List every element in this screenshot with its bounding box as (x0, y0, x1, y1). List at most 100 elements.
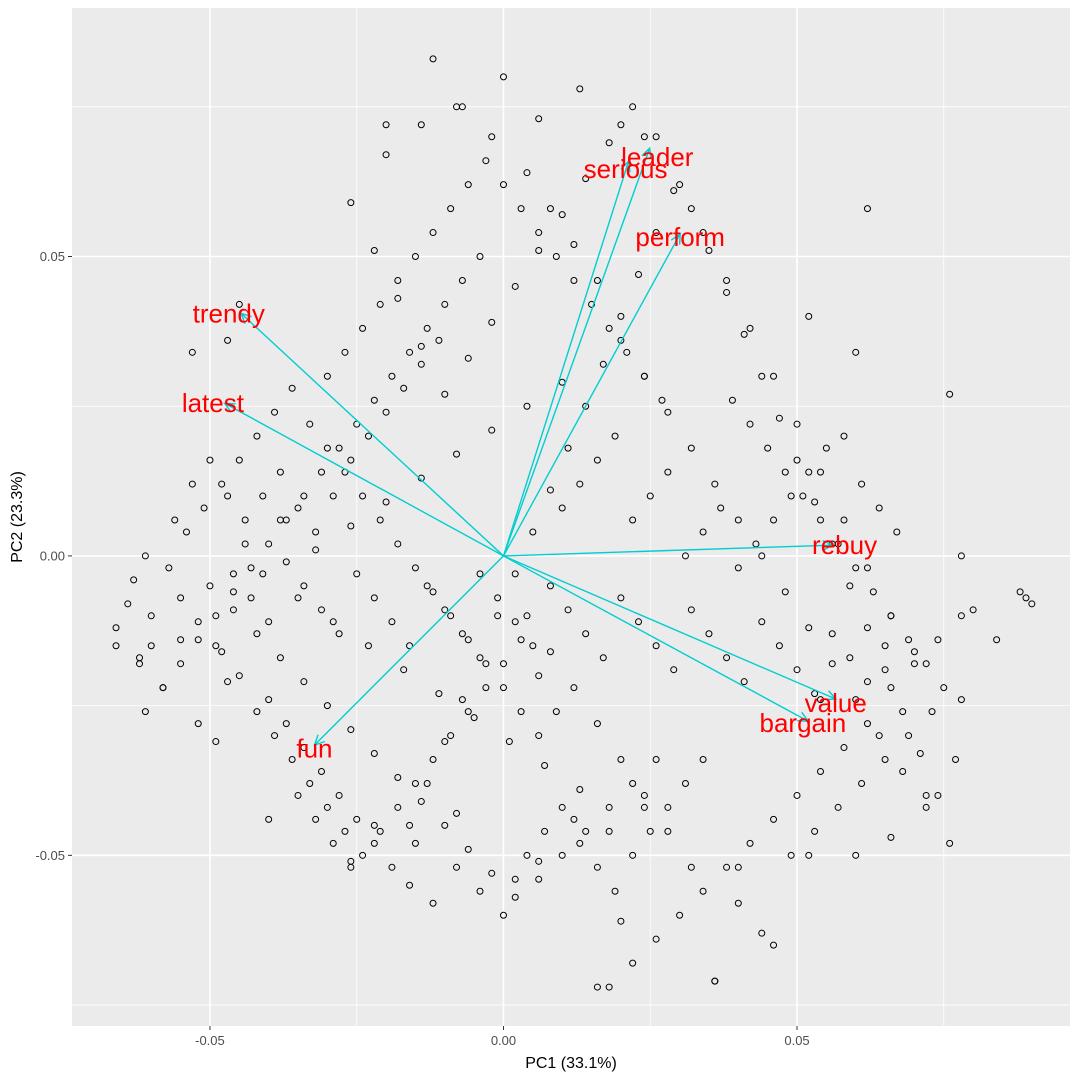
x-axis-title: PC1 (33.1%) (525, 1055, 617, 1072)
data-point (188, 348, 196, 356)
data-point (535, 672, 543, 680)
data-point (329, 618, 337, 626)
data-point (940, 684, 948, 692)
data-point (910, 660, 918, 668)
data-point (670, 187, 678, 195)
data-point (646, 492, 654, 500)
data-point (406, 348, 414, 356)
data-point (582, 175, 590, 183)
data-point (846, 582, 854, 590)
data-point (370, 594, 378, 602)
data-point (282, 558, 290, 566)
data-point (740, 678, 748, 686)
data-point (887, 612, 895, 620)
x-tick-label: 0.05 (784, 1033, 809, 1048)
data-point (617, 756, 625, 764)
loading-label-serious: serious (584, 154, 668, 184)
data-point (517, 708, 525, 716)
data-point (899, 708, 907, 716)
data-point (224, 492, 232, 500)
data-point (300, 492, 308, 500)
data-point (494, 594, 502, 602)
data-point (863, 720, 871, 728)
data-point (488, 133, 496, 141)
data-point (406, 821, 414, 829)
arrowhead-perform (670, 232, 681, 245)
data-point (406, 642, 414, 650)
data-point (341, 827, 349, 835)
data-point (822, 444, 830, 452)
data-point (781, 468, 789, 476)
loading-arrow-rebuy (503, 544, 833, 557)
data-point (417, 797, 425, 805)
data-point (494, 612, 502, 620)
data-point (535, 732, 543, 740)
data-point (529, 642, 537, 650)
minor-gridlines (72, 8, 1070, 1026)
data-point (570, 276, 578, 284)
data-point (441, 821, 449, 829)
data-point (535, 857, 543, 865)
data-point (417, 360, 425, 368)
data-point (611, 887, 619, 895)
data-point (488, 426, 496, 434)
data-point (605, 803, 613, 811)
data-point (423, 582, 431, 590)
data-point (805, 624, 813, 632)
data-point (235, 300, 243, 308)
data-point (817, 468, 824, 476)
data-point (376, 516, 384, 524)
loading-label-value: value (805, 688, 867, 718)
data-point (752, 540, 760, 548)
data-point (511, 618, 519, 626)
data-point (852, 348, 860, 356)
loading-arrows (223, 146, 838, 747)
data-point (523, 169, 531, 177)
data-point (323, 702, 331, 710)
data-point (247, 594, 255, 602)
data-point (458, 630, 466, 638)
data-point (259, 492, 267, 500)
data-point (229, 606, 237, 614)
data-point (952, 756, 960, 764)
data-point (447, 612, 455, 620)
data-point (300, 744, 308, 752)
data-point (353, 815, 361, 823)
data-point (464, 708, 472, 716)
data-point (858, 779, 866, 787)
data-point (817, 768, 824, 775)
data-point (852, 696, 860, 704)
data-point (141, 708, 149, 716)
data-point (394, 803, 402, 811)
loading-arrow-perform (502, 233, 681, 557)
data-point (370, 821, 378, 829)
data-point (699, 229, 707, 237)
data-point (511, 893, 519, 901)
data-point (394, 540, 402, 548)
data-point (546, 648, 554, 656)
data-point (229, 588, 237, 596)
data-point (723, 288, 731, 296)
data-point (758, 552, 766, 560)
data-point (247, 564, 255, 572)
data-point (476, 253, 484, 261)
data-point (593, 276, 601, 284)
data-point (934, 791, 942, 799)
data-point (458, 696, 466, 704)
data-point (617, 121, 625, 129)
data-point (793, 666, 801, 674)
data-point (276, 468, 284, 476)
data-point (664, 468, 672, 476)
data-point (817, 516, 824, 524)
data-point (112, 624, 120, 632)
data-point (640, 791, 648, 799)
data-point (629, 851, 637, 859)
data-point (188, 480, 196, 488)
data-point (1028, 600, 1036, 608)
data-point (364, 642, 372, 650)
data-point (711, 480, 719, 488)
data-point (875, 732, 883, 740)
data-point (957, 552, 965, 560)
data-point (652, 229, 660, 237)
